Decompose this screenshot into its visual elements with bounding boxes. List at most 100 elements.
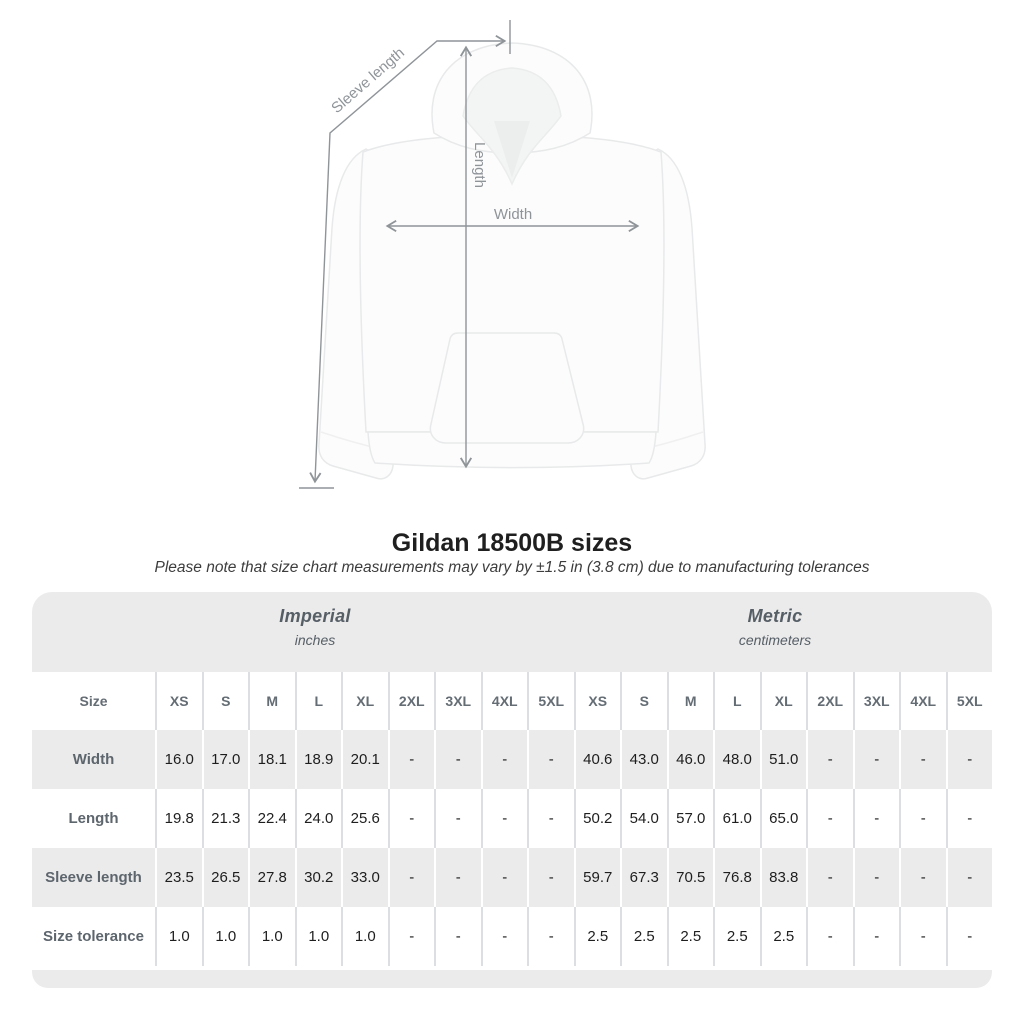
row-label: Width <box>72 751 115 768</box>
page-title: Gildan 18500B sizes <box>391 529 633 557</box>
table-row: Size tolerance 1.0 1.0 1.0 1.0 1.0- - - -2.5 2.5 2… <box>32 907 992 966</box>
value-cell: 25.6 <box>341 789 388 848</box>
value-cell: - <box>945 907 993 966</box>
value-cell: - <box>387 907 435 966</box>
value-cell: 33.0 <box>341 848 388 907</box>
value-cell: - <box>945 789 993 848</box>
value-cell: 17.0 <box>201 730 249 789</box>
table-rows: Width 16.0 17.0 18.1 18.9 20.1- - - -40.6 43.0 46.… <box>32 730 992 966</box>
size-header-row: Size XS S M L XL 2XL 3XL 4XL 5XL XS S M L XL 2XL 3XL 4XL… <box>32 672 992 730</box>
size-header-imperial-s: S <box>201 672 249 730</box>
size-header-imperial-xs: XS <box>155 672 202 730</box>
value-cell: - <box>899 730 946 789</box>
value-cell: - <box>434 789 481 848</box>
size-header-metric-s: S <box>620 672 667 730</box>
width-label: Width <box>494 206 532 223</box>
value-cell: - <box>899 907 946 966</box>
value-cell: - <box>852 789 900 848</box>
value-cell: 40.6 <box>573 730 621 789</box>
metric-group-unit: centimeters <box>738 632 812 648</box>
size-header-metric-4xl: 4XL <box>899 672 946 730</box>
value-cell: - <box>480 789 528 848</box>
value-cell: 83.8 <box>759 848 807 907</box>
value-cell: 27.8 <box>248 848 295 907</box>
value-cell: 30.2 <box>294 848 342 907</box>
size-header-metric-xs: XS <box>573 672 621 730</box>
value-cell: - <box>434 907 481 966</box>
value-cell: 16.0 <box>155 730 202 789</box>
value-cell: - <box>387 789 435 848</box>
metric-group-title: Metric <box>747 606 803 626</box>
value-cell: 24.0 <box>294 789 342 848</box>
value-cell: 70.5 <box>666 848 714 907</box>
value-cell: - <box>480 907 528 966</box>
size-header-metric-m: M <box>666 672 714 730</box>
value-cell: 19.8 <box>155 789 202 848</box>
value-cell: - <box>806 730 853 789</box>
sleeve-length-label: Sleeve length <box>328 44 408 116</box>
value-cell: - <box>899 789 946 848</box>
size-table: Imperial inches Metric centimeters Size … <box>32 592 992 988</box>
sleeve-length-arrow <box>309 34 507 484</box>
value-cell: - <box>899 848 946 907</box>
value-cell: 1.0 <box>294 907 342 966</box>
value-cell: - <box>527 907 574 966</box>
row-label: Length <box>68 810 119 827</box>
imperial-group-unit: inches <box>294 632 336 648</box>
value-cell: 51.0 <box>759 730 807 789</box>
value-cell: 20.1 <box>341 730 388 789</box>
value-cell: 2.5 <box>620 907 667 966</box>
value-cell: 2.5 <box>666 907 714 966</box>
value-cell: 50.2 <box>573 789 621 848</box>
value-cell: 1.0 <box>341 907 388 966</box>
value-cell: 21.3 <box>201 789 249 848</box>
size-column-header: Size <box>79 693 108 709</box>
value-cell: 26.5 <box>201 848 249 907</box>
value-cell: 2.5 <box>759 907 807 966</box>
value-cell: - <box>852 730 900 789</box>
value-cell: 2.5 <box>713 907 760 966</box>
value-cell: - <box>806 907 853 966</box>
value-cell: 54.0 <box>620 789 667 848</box>
value-cell: 59.7 <box>573 848 621 907</box>
size-header-imperial-l: L <box>294 672 342 730</box>
value-cell: 76.8 <box>713 848 760 907</box>
value-cell: 22.4 <box>248 789 295 848</box>
value-cell: - <box>852 907 900 966</box>
value-cell: - <box>527 789 574 848</box>
value-cell: - <box>387 848 435 907</box>
value-cell: - <box>945 730 993 789</box>
value-cell: - <box>527 730 574 789</box>
table-row: Length 19.8 21.3 22.4 24.0 25.6- - - -50.2 54.0 57… <box>32 789 992 848</box>
value-cell: 67.3 <box>620 848 667 907</box>
value-cell: - <box>527 848 574 907</box>
table-header-band: Imperial inches Metric centimeters <box>32 592 992 672</box>
value-cell: 1.0 <box>155 907 202 966</box>
value-cell: 48.0 <box>713 730 760 789</box>
value-cell: - <box>434 848 481 907</box>
value-cell: 1.0 <box>201 907 249 966</box>
row-label: Sleeve length <box>45 869 142 886</box>
value-cell: - <box>806 789 853 848</box>
value-cell: 61.0 <box>713 789 760 848</box>
table-footer-strip <box>32 970 992 988</box>
value-cell: 65.0 <box>759 789 807 848</box>
measurement-annotations <box>299 20 640 489</box>
table-row: Sleeve length 23.5 26.5 27.8 30.2 33.0- - - -59.… <box>32 848 992 907</box>
value-cell: - <box>480 730 528 789</box>
size-header-imperial-xl: XL <box>341 672 388 730</box>
value-cell: - <box>387 730 435 789</box>
value-cell: - <box>945 848 993 907</box>
value-cell: - <box>480 848 528 907</box>
value-cell: - <box>806 848 853 907</box>
hoodie-illustration <box>318 42 706 480</box>
size-header-metric-l: L <box>713 672 760 730</box>
value-cell: 57.0 <box>666 789 714 848</box>
value-cell: 43.0 <box>620 730 667 789</box>
row-label: Size tolerance <box>43 928 144 945</box>
imperial-group-header: Imperial inches <box>32 606 598 648</box>
size-header-metric-5xl: 5XL <box>945 672 993 730</box>
metric-group-header: Metric centimeters <box>598 606 952 648</box>
imperial-group-title: Imperial <box>279 606 351 626</box>
